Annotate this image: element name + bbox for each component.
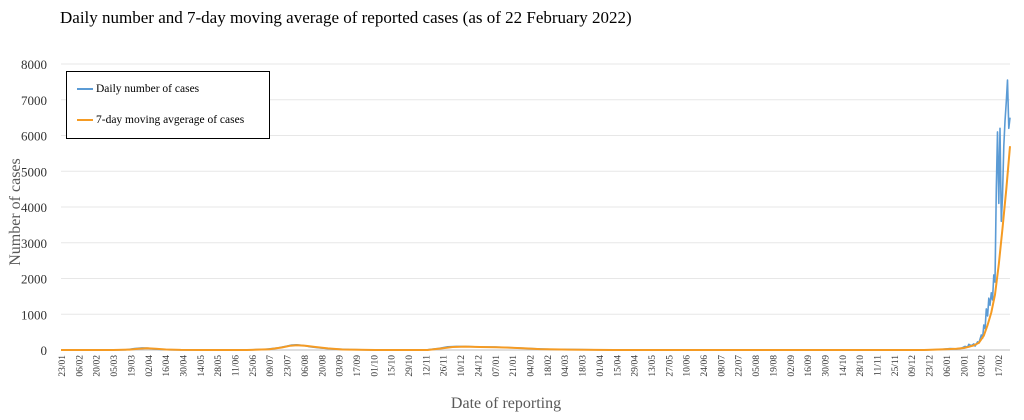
x-tick-label: 16/09 bbox=[804, 355, 814, 377]
x-tick-label: 07/01 bbox=[492, 355, 502, 377]
legend-item-daily: Daily number of cases bbox=[77, 83, 199, 95]
x-tick-label: 02/04 bbox=[145, 355, 155, 377]
x-tick-label: 18/03 bbox=[579, 355, 589, 377]
x-tick-labels: 23/01 06/02 20/02 05/03 19/03 02/04 16/04 30/04… bbox=[58, 355, 1005, 377]
series-lines bbox=[61, 79, 1011, 351]
x-tick-label: 23/07 bbox=[284, 355, 294, 377]
x-tick-label: 23/01 bbox=[58, 355, 68, 377]
x-tick-label: 13/05 bbox=[648, 355, 658, 377]
x-tick-label: 21/01 bbox=[509, 355, 519, 377]
series-line-7-day-average bbox=[61, 146, 1011, 351]
x-tick-label: 20/02 bbox=[93, 355, 103, 377]
y-tick-label: 0 bbox=[41, 343, 48, 358]
x-tick-label: 06/02 bbox=[75, 355, 85, 377]
x-tick-label: 03/02 bbox=[978, 355, 988, 377]
chart-title: Daily number and 7-day moving average of… bbox=[60, 8, 632, 27]
x-tick-label: 09/12 bbox=[908, 355, 918, 377]
x-tick-label: 12/11 bbox=[422, 355, 432, 377]
x-tick-label: 29/04 bbox=[631, 355, 641, 377]
x-tick-label: 19/03 bbox=[127, 355, 137, 377]
x-tick-label: 04/02 bbox=[527, 355, 537, 377]
y-tick-label: 6000 bbox=[21, 129, 47, 144]
x-tick-label: 27/05 bbox=[665, 355, 675, 377]
y-tick-label: 2000 bbox=[21, 272, 47, 287]
x-tick-label: 03/09 bbox=[336, 355, 346, 377]
x-tick-label: 29/10 bbox=[405, 355, 415, 377]
y-tick-label: 7000 bbox=[21, 93, 47, 108]
x-tick-label: 01/10 bbox=[370, 355, 380, 377]
x-tick-label: 15/04 bbox=[613, 355, 623, 377]
x-tick-label: 24/12 bbox=[474, 355, 484, 377]
legend-label-daily: Daily number of cases bbox=[96, 83, 200, 95]
y-tick-label: 1000 bbox=[21, 307, 47, 322]
x-tick-label: 14/10 bbox=[839, 355, 849, 377]
legend: Daily number of cases 7-day moving avger… bbox=[66, 71, 270, 139]
y-tick-labels: 0 1000 2000 3000 4000 5000 6000 7000 8000 bbox=[21, 57, 47, 358]
x-tick-label: 25/11 bbox=[891, 355, 901, 377]
x-tick-label: 08/07 bbox=[717, 355, 727, 377]
legend-label-moving-average: 7-day moving avgerage of cases bbox=[96, 114, 245, 126]
x-tick-label: 20/08 bbox=[318, 355, 328, 377]
x-axis-label: Date of reporting bbox=[451, 395, 561, 412]
x-tick-label: 06/01 bbox=[943, 355, 953, 377]
legend-swatch-moving-average bbox=[77, 119, 93, 122]
x-tick-label: 02/09 bbox=[787, 355, 797, 377]
x-tick-label: 28/10 bbox=[856, 355, 866, 377]
legend-swatch-daily bbox=[77, 88, 93, 91]
x-tick-label: 10/06 bbox=[683, 355, 693, 377]
y-tick-label: 8000 bbox=[21, 57, 47, 72]
x-tick-label: 20/01 bbox=[960, 355, 970, 377]
x-tick-label: 11/06 bbox=[232, 355, 242, 377]
y-tick-label: 3000 bbox=[21, 236, 47, 251]
x-tick-label: 14/05 bbox=[197, 355, 207, 377]
x-tick-label: 22/07 bbox=[735, 355, 745, 377]
x-tick-label: 23/12 bbox=[926, 355, 936, 377]
x-tick-label: 15/10 bbox=[388, 355, 398, 377]
x-tick-label: 05/03 bbox=[110, 355, 120, 377]
x-tick-label: 25/06 bbox=[249, 355, 259, 377]
x-tick-label: 01/04 bbox=[596, 355, 606, 377]
x-tick-label: 30/04 bbox=[180, 355, 190, 377]
y-axis-label: Number of cases bbox=[7, 158, 24, 266]
x-tick-label: 17/09 bbox=[353, 355, 363, 377]
y-tick-label: 4000 bbox=[21, 200, 47, 215]
x-tick-label: 05/08 bbox=[752, 355, 762, 377]
x-tick-label: 04/03 bbox=[561, 355, 571, 377]
legend-item-moving-average: 7-day moving avgerage of cases bbox=[77, 114, 244, 126]
y-tick-label: 5000 bbox=[21, 164, 47, 179]
x-tick-label: 11/11 bbox=[874, 355, 884, 376]
x-tick-label: 17/02 bbox=[995, 355, 1005, 377]
x-tick-label: 10/12 bbox=[457, 355, 467, 377]
x-tick-label: 06/08 bbox=[301, 355, 311, 377]
x-tick-label: 18/02 bbox=[544, 355, 554, 377]
x-tick-label: 16/04 bbox=[162, 355, 172, 377]
x-tick-label: 30/09 bbox=[822, 355, 832, 377]
x-tick-label: 26/11 bbox=[440, 355, 450, 377]
x-tick-label: 19/08 bbox=[769, 355, 779, 377]
x-tick-label: 09/07 bbox=[266, 355, 276, 377]
x-tick-label: 24/06 bbox=[700, 355, 710, 377]
x-tick-label: 28/05 bbox=[214, 355, 224, 377]
